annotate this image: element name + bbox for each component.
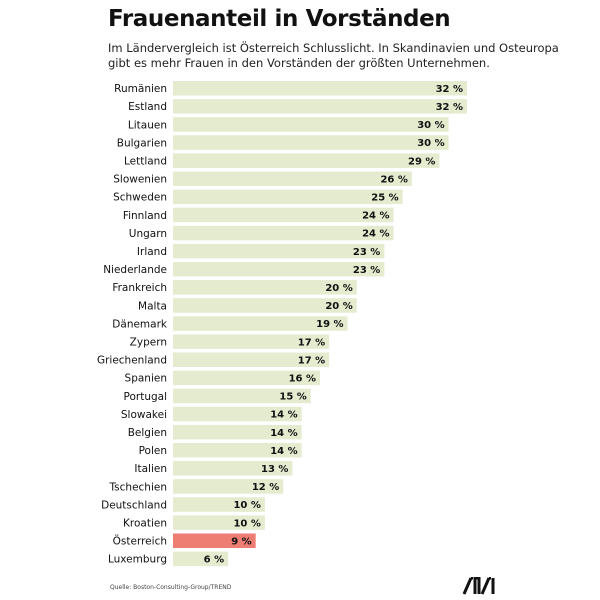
value-label-italien: 13 % [261,464,288,475]
category-label-estland: Estland [128,101,167,113]
value-label-osterreich: 9 % [231,536,251,547]
category-label-polen: Polen [139,445,167,457]
bar-malta [173,298,357,313]
bar-spanien [173,370,320,386]
value-label-ungarn: 24 % [362,229,389,240]
category-label-litauen: Litauen [128,119,167,131]
bar-schweden [173,189,403,205]
chart-subtitle: Im Ländervergleich ist Österreich Schlus… [108,41,559,70]
category-label-niederlande: Niederlande [103,264,167,276]
bar-chart: Rumänien Estland Litauen Bulgarien Lettland S… [97,81,467,567]
bar-luxemburg [173,551,229,567]
bar-kroatien [173,515,265,530]
value-label-irland: 23 % [353,247,380,258]
category-label-finnland: Finnland [123,210,167,222]
bar-portugal [173,388,311,404]
value-label-slowakei: 14 % [270,410,297,421]
value-label-luxemburg: 6 % [204,554,224,565]
category-label-belgien: Belgien [128,427,167,439]
bar-danemark [173,316,348,331]
chart-title: Frauenanteil in Vorständen [108,6,451,32]
category-label-luxemburg: Luxemburg [108,554,167,566]
category-label-italien: Italien [134,463,167,475]
category-label-tschechien: Tschechien [109,481,168,493]
source-note: Quelle: Boston-Consulting-Group/TREND [110,584,232,591]
bar-slowenien [173,171,412,186]
bar-litauen [173,117,449,132]
category-label-osterreich: Österreich [113,535,167,548]
bar-polen [173,443,302,458]
value-label-zypern: 17 % [298,337,325,348]
bar-lettland [173,153,440,168]
value-label-frankreich: 20 % [325,283,352,294]
value-labels: 32 % 32 % 30 % 30 % 29 %26 % 25 % 24 % 24 % 23 %… [204,84,463,566]
category-label-schweden: Schweden [113,192,167,204]
bar-zypern [173,334,330,349]
bar-ungarn [173,225,394,241]
category-label-rumanien: Rumänien [114,83,167,95]
category-label-malta: Malta [138,300,167,312]
bar-griechenland [173,352,330,367]
category-labels: Rumänien Estland Litauen Bulgarien Lettland S… [97,83,168,566]
bar-bulgarien [173,135,449,150]
value-label-griechenland: 17 % [298,355,325,366]
category-label-danemark: Dänemark [112,318,168,330]
value-label-polen: 14 % [270,446,297,457]
value-label-tschechien: 12 % [252,482,279,493]
value-label-bulgarien: 30 % [417,138,444,149]
bar-irland [173,243,385,259]
category-label-deutschland: Deutschland [101,499,167,511]
category-label-irland: Irland [137,246,167,258]
value-label-litauen: 30 % [417,120,444,131]
category-label-slowenien: Slowenien [113,174,167,186]
bar-finnland [173,207,394,223]
category-label-slowakei: Slowakei [121,409,167,421]
category-label-ungarn: Ungarn [129,228,167,240]
bar-estland [173,99,467,114]
bar-niederlande [173,262,385,277]
value-label-spanien: 16 % [289,373,316,384]
category-label-frankreich: Frankreich [112,282,167,294]
category-label-kroatien: Kroatien [123,517,167,529]
value-label-portugal: 15 % [279,392,306,403]
bar-slowakei [173,406,302,422]
bar-frankreich [173,280,357,295]
bar-italien [173,461,293,476]
value-label-rumanien: 32 % [436,84,463,95]
category-label-bulgarien: Bulgarien [117,137,167,149]
category-label-griechenland: Griechenland [97,355,167,367]
bar-deutschland [173,497,265,512]
value-label-kroatien: 10 % [233,518,260,529]
category-label-portugal: Portugal [124,391,168,403]
category-label-spanien: Spanien [125,373,167,385]
value-label-niederlande: 23 % [353,265,380,276]
bar-osterreich [173,533,256,548]
value-label-malta: 20 % [325,301,352,312]
bar-belgien [173,424,302,440]
trend-logo-icon [462,577,495,595]
category-label-lettland: Lettland [124,155,167,167]
category-label-zypern: Zypern [130,336,167,348]
value-label-belgien: 14 % [270,428,297,439]
value-label-danemark: 19 % [316,319,343,330]
value-label-estland: 32 % [436,102,463,113]
bar-tschechien [173,479,284,494]
value-label-deutschland: 10 % [233,500,260,511]
value-label-schweden: 25 % [371,192,398,203]
value-label-lettland: 29 % [408,156,435,167]
bar-rumanien [173,81,467,96]
value-label-finnland: 24 % [362,211,389,222]
bars [173,81,467,567]
value-label-slowenien: 26 % [380,174,407,185]
